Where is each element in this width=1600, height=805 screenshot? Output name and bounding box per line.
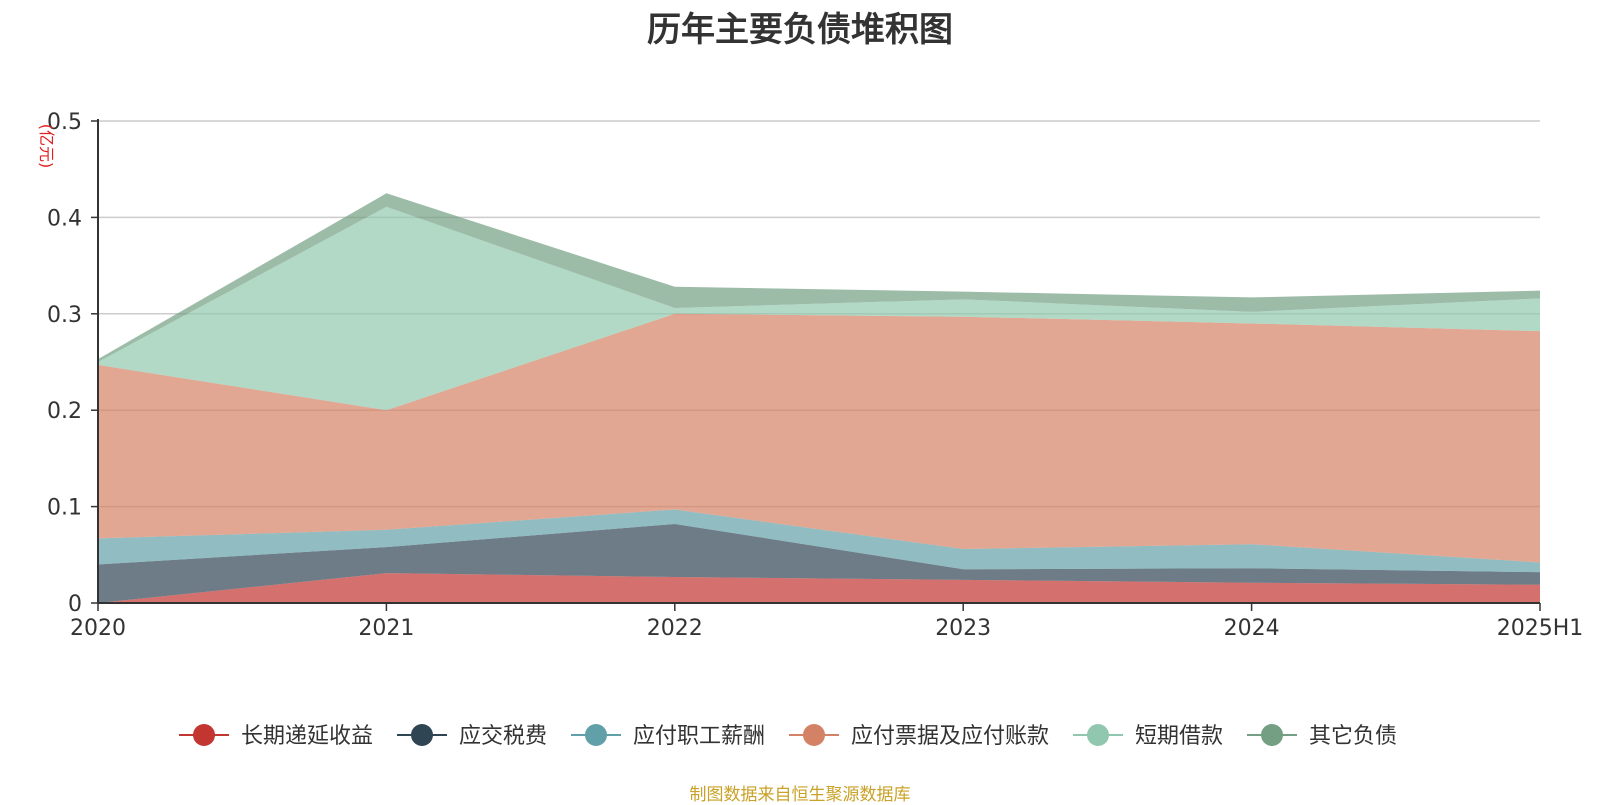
legend-marker (193, 724, 215, 746)
y-axis-unit-label: (亿元) (37, 124, 56, 169)
legend-marker (1087, 724, 1109, 746)
tick-labels: 0 0.1 0.2 0.3 0.4 0.5 2020 2021 2022 2023 2024 2025… (37, 110, 1583, 641)
y-tick-label: 0.4 (47, 206, 82, 231)
legend-label: 应付票据及应付账款 (851, 724, 1049, 749)
y-tick-label: 0.5 (47, 110, 82, 135)
legend-label: 短期借款 (1135, 724, 1223, 749)
axes (91, 119, 1541, 611)
legend-marker (585, 724, 607, 746)
legend-item: 应付票据及应付账款 (789, 724, 1049, 749)
area-5 (98, 206, 1540, 411)
area-2 (98, 523, 1540, 603)
x-tick-label: 2021 (358, 616, 414, 641)
y-tick-label: 0 (68, 592, 82, 617)
source-note: 制图数据来自恒生聚源数据库 (689, 785, 911, 805)
x-tick-label: 2025H1 (1497, 616, 1584, 641)
y-tick-label: 0.3 (47, 303, 82, 328)
legend-label: 应交税费 (459, 724, 547, 749)
y-tick-label: 0.1 (47, 496, 82, 521)
legend-label: 长期递延收益 (241, 724, 373, 749)
legend: 长期递延收益 应交税费 应付职工薪酬 应付票据及应付账款 短期借款 其它负债 (179, 724, 1397, 749)
legend-marker (1261, 724, 1283, 746)
legend-item: 应交税费 (397, 724, 547, 749)
area-1 (98, 573, 1540, 603)
y-tick-label: 0.2 (47, 399, 82, 424)
legend-marker (411, 724, 433, 746)
x-tick-label: 2022 (647, 616, 703, 641)
legend-marker (803, 724, 825, 746)
legend-item: 应付职工薪酬 (571, 724, 765, 749)
legend-item: 长期递延收益 (179, 724, 373, 749)
area-series (98, 193, 1540, 603)
legend-item: 短期借款 (1073, 724, 1223, 749)
area-3 (98, 509, 1540, 573)
legend-label: 其它负债 (1309, 724, 1397, 749)
legend-item: 其它负债 (1247, 724, 1397, 749)
area-4 (98, 313, 1540, 563)
x-tick-label: 2024 (1224, 616, 1280, 641)
x-tick-label: 2023 (935, 616, 991, 641)
x-tick-label: 2020 (70, 616, 126, 641)
legend-label: 应付职工薪酬 (633, 724, 765, 749)
chart-title: 历年主要负债堆积图 (647, 10, 953, 50)
